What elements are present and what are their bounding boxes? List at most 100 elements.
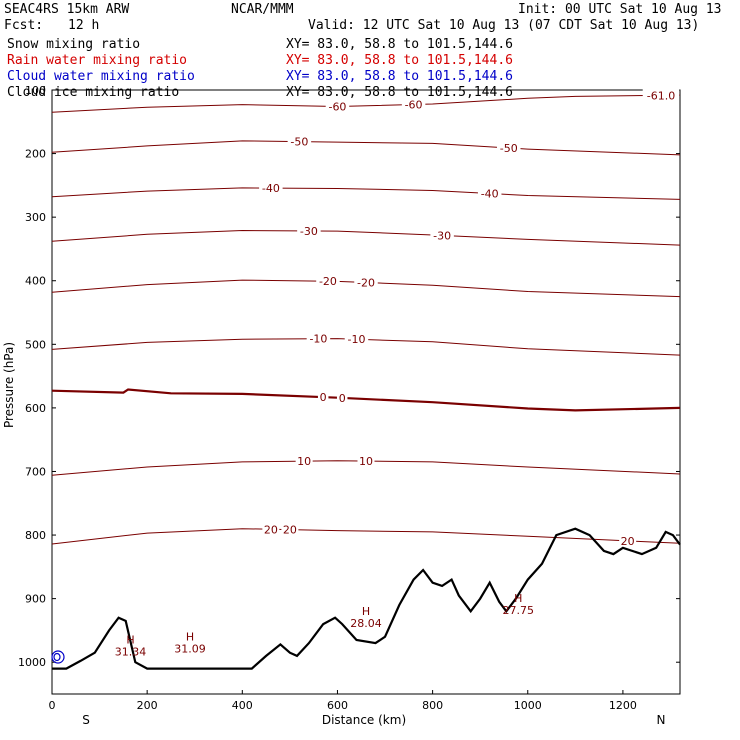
legend-xy: XY= 83.0, 58.8 to 101.5,144.6 bbox=[286, 53, 513, 68]
legend-label: Cloud ice mixing ratio bbox=[7, 85, 179, 100]
legend-label: Rain water mixing ratio bbox=[7, 53, 187, 68]
field-legend: Snow mixing ratio XY= 83.0, 58.8 to 101.5… bbox=[7, 37, 513, 100]
plot-frame bbox=[51, 89, 681, 695]
forecast-label: Fcst: bbox=[4, 18, 43, 33]
x-axis-title: Distance (km) bbox=[322, 713, 406, 727]
isotherm-line bbox=[51, 338, 681, 356]
high-value: 31.09 bbox=[174, 642, 206, 655]
isotherm-line bbox=[51, 229, 681, 246]
contour-label-bg bbox=[336, 391, 348, 404]
contour-label-bg bbox=[325, 100, 350, 113]
isotherm-line bbox=[51, 94, 681, 113]
contour-label-bg bbox=[357, 455, 375, 468]
contour-label-bg bbox=[262, 523, 280, 536]
contour-label: -20 bbox=[319, 275, 337, 288]
x-tick-label: 1000 bbox=[514, 699, 542, 712]
contour-label: -50 bbox=[290, 136, 308, 149]
legend-xy: XY= 83.0, 58.8 to 101.5,144.6 bbox=[286, 85, 513, 100]
contour-label-bg bbox=[316, 275, 340, 288]
contour-label: -40 bbox=[262, 182, 280, 195]
contour-label: 0 bbox=[339, 392, 346, 405]
x-tick-label: 400 bbox=[232, 699, 253, 712]
contour-label: 10 bbox=[297, 455, 311, 468]
contour-label-bg bbox=[295, 455, 313, 468]
contour-label: 20 bbox=[283, 524, 297, 537]
isotherm-line bbox=[51, 187, 681, 200]
high-symbol: H bbox=[126, 633, 134, 646]
contour-label: 20 bbox=[621, 535, 635, 548]
high-value: 31.34 bbox=[115, 645, 147, 658]
contour-label-bg bbox=[287, 135, 312, 148]
contour-label-bg bbox=[317, 391, 329, 404]
y-tick-label: 400 bbox=[25, 275, 46, 288]
x-tick-label: 0 bbox=[49, 699, 56, 712]
isotherm-line bbox=[51, 388, 681, 412]
temperature-contours: -60 -60 -61.0 -50 -50 -40 -40 -30 -30 -20 -20 -10 -1… bbox=[51, 89, 681, 548]
y-tick-label: 200 bbox=[25, 148, 46, 161]
x-tick-label: 800 bbox=[422, 699, 443, 712]
y-axis-title: Pressure (hPa) bbox=[2, 342, 16, 428]
center-title: NCAR/MMM bbox=[231, 2, 294, 17]
contour-label: -20 bbox=[357, 277, 375, 290]
y-tick-label: 500 bbox=[25, 338, 46, 351]
contour-label: -10 bbox=[348, 333, 366, 346]
isotherm-line bbox=[51, 460, 681, 476]
y-tick-label: 900 bbox=[25, 593, 46, 606]
south-label: S bbox=[82, 713, 90, 727]
contour-label-bg bbox=[477, 187, 502, 200]
y-tick-label: 700 bbox=[25, 465, 46, 478]
contour-label-bg bbox=[297, 224, 321, 237]
y-tick-label: 800 bbox=[25, 529, 46, 542]
legend-label: Snow mixing ratio bbox=[7, 37, 140, 52]
contour-label-bg bbox=[401, 98, 426, 111]
high-symbol: H bbox=[362, 605, 370, 618]
contour-label: -60 bbox=[328, 101, 346, 114]
x-tick-label: 600 bbox=[327, 699, 348, 712]
north-label: N bbox=[657, 713, 666, 727]
isotherm-line bbox=[51, 140, 681, 156]
contour-label-bg bbox=[259, 182, 283, 195]
contour-label: 10 bbox=[359, 455, 373, 468]
contour-label: -61.0 bbox=[647, 89, 675, 102]
contour-label: -30 bbox=[433, 229, 451, 242]
x-tick-label: 1200 bbox=[609, 699, 637, 712]
terrain-profile bbox=[52, 527, 681, 670]
forecast-hour: 12 h bbox=[68, 18, 99, 33]
legend-label: Cloud water mixing ratio bbox=[7, 69, 195, 84]
contour-label-bg bbox=[354, 276, 378, 289]
init-time: Init: 00 UTC Sat 10 Aug 13 bbox=[518, 2, 722, 17]
x-axis: 0 200 400 600 800 1000 1200 bbox=[49, 690, 637, 712]
legend-xy: XY= 83.0, 58.8 to 101.5,144.6 bbox=[286, 37, 513, 52]
contour-label-bg bbox=[642, 89, 680, 102]
contour-label-bg bbox=[496, 141, 521, 154]
contour-label: -10 bbox=[309, 333, 327, 346]
contour-label-bg bbox=[281, 523, 299, 536]
contour-label: 20 bbox=[264, 523, 278, 536]
contour-label: -50 bbox=[500, 142, 518, 155]
model-title: SEAC4RS 15km ARW bbox=[4, 2, 129, 17]
high-symbol: H bbox=[186, 630, 194, 643]
cloud-water-contour bbox=[51, 650, 65, 664]
contour-label-bg bbox=[344, 333, 369, 346]
y-tick-label: 600 bbox=[25, 402, 46, 415]
contour-label: -60 bbox=[405, 98, 423, 111]
high-value: 27.75 bbox=[502, 604, 534, 617]
y-tick-label: 1000 bbox=[18, 656, 46, 669]
contour-label: -30 bbox=[300, 225, 318, 238]
valid-time: Valid: 12 UTC Sat 10 Aug 13 (07 CDT Sat … bbox=[308, 18, 699, 33]
terrain-line bbox=[52, 527, 681, 670]
contour-label-bg bbox=[306, 332, 331, 345]
contour-label-bg bbox=[430, 229, 454, 242]
legend-xy: XY= 83.0, 58.8 to 101.5,144.6 bbox=[286, 69, 513, 84]
x-tick-label: 200 bbox=[137, 699, 158, 712]
y-tick-label: 300 bbox=[25, 211, 46, 224]
contour-label: -40 bbox=[481, 188, 499, 201]
high-symbol: H bbox=[514, 592, 522, 605]
contour-label: 0 bbox=[320, 391, 327, 404]
contour-label-bg bbox=[619, 534, 637, 547]
y-tick-label: 100 bbox=[25, 84, 46, 97]
high-value: 28.04 bbox=[350, 617, 382, 630]
